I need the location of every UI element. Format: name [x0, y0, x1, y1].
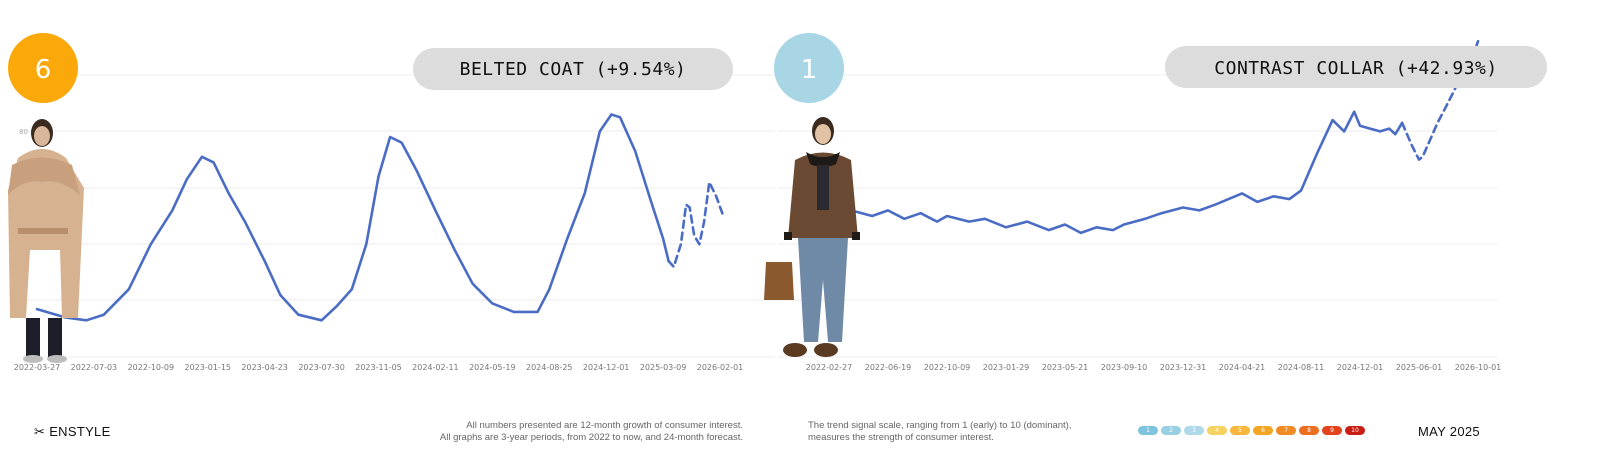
x-tick-label: 2023-05-21: [1042, 363, 1089, 372]
x-tick-label: 2025-06-01: [1396, 363, 1443, 372]
x-tick-label: 2024-08-25: [526, 363, 573, 372]
y-tick-label: 80: [19, 128, 28, 136]
x-tick-label: 2022-10-09: [924, 363, 971, 372]
x-tick-label: 2022-03-27: [14, 363, 61, 372]
signal-scale-chip: 1: [1138, 426, 1158, 435]
x-tick-label: 2023-12-31: [1160, 363, 1207, 372]
rank-badge-6: [8, 33, 78, 103]
x-tick-label: 2022-07-03: [71, 363, 118, 372]
rank-badge-1-number: 1: [801, 55, 818, 85]
x-tick-label: 2024-04-21: [1219, 363, 1266, 372]
contrast-collar-model-image: [764, 117, 860, 357]
signal-scale-chip: 6: [1253, 426, 1273, 435]
signal-scale-note: The trend signal scale, ranging from 1 (…: [808, 420, 1108, 444]
signal-scale-note-line-2: measures the strength of consumer intere…: [808, 432, 994, 443]
trend-title-pill-contrast-collar: [1165, 46, 1547, 88]
x-tick-label: 2023-11-05: [355, 363, 402, 372]
brand-logo: ✂ ENSTYLE: [34, 424, 111, 440]
x-tick-label: 2026-10-01: [1455, 363, 1502, 372]
x-tick-label: 2023-04-23: [241, 363, 288, 372]
x-tick-label: 2023-07-30: [298, 363, 345, 372]
signal-scale-chip: 7: [1276, 426, 1296, 435]
x-tick-label: 2024-12-01: [1337, 363, 1384, 372]
rank-badge-1: [774, 33, 844, 103]
contrast-collar-chart: 22022-02-272022-06-192022-10-092023-01-2…: [778, 39, 1502, 372]
x-tick-label: 2025-03-09: [640, 363, 687, 372]
x-tick-label: 2024-08-11: [1278, 363, 1325, 372]
trend-title-belted-coat: BELTED COAT (+9.54%): [460, 59, 687, 80]
x-tick-label: 2022-02-27: [806, 363, 853, 372]
x-tick-label: 2024-02-11: [412, 363, 459, 372]
rank-badge-6-number: 6: [35, 55, 52, 85]
signal-scale-chip: 5: [1230, 426, 1250, 435]
x-tick-label: 2023-09-10: [1101, 363, 1148, 372]
trend-title-pill-belted-coat: [413, 48, 733, 90]
signal-scale-chip: 10: [1345, 426, 1365, 435]
x-tick-label: 2026-02-01: [697, 363, 744, 372]
trend-title-contrast-collar: CONTRAST COLLAR (+42.93%): [1214, 58, 1497, 79]
methodology-note-line-1: All numbers presented are 12-month growt…: [466, 420, 743, 431]
signal-scale-legend: 1 2 3 4 5 6 7 8 9 10: [1138, 426, 1365, 438]
belted-coat-chart: 80 2022-03-27 2022-07-03 2022-10-09 2023-01-…: [14, 74, 775, 372]
methodology-note: All numbers presented are 12-month growt…: [380, 420, 743, 444]
signal-scale-chip: 9: [1322, 426, 1342, 435]
x-tick-label: 2022-06-19: [865, 363, 912, 372]
signal-scale-note-line-1: The trend signal scale, ranging from 1 (…: [808, 420, 1072, 431]
x-tick-label: 2024-12-01: [583, 363, 630, 372]
methodology-note-line-2: All graphs are 3-year periods, from 2022…: [439, 432, 743, 443]
belted-coat-model-image: [8, 119, 84, 363]
brand-name: ENSTYLE: [49, 424, 111, 439]
scissors-icon: ✂: [34, 424, 46, 439]
actual-trend-line: [35, 113, 670, 322]
report-date: MAY 2025: [1418, 424, 1480, 439]
x-tick-label: 2023-01-29: [983, 363, 1030, 372]
x-tick-label: 2022-10-09: [128, 363, 175, 372]
signal-scale-chip: 3: [1184, 426, 1204, 435]
signal-scale-chip: 4: [1207, 426, 1227, 435]
signal-scale-chip: 2: [1161, 426, 1181, 435]
x-tick-label: 2023-01-15: [185, 363, 232, 372]
x-tick-label: 2024-05-19: [469, 363, 516, 372]
actual-trend-line: [827, 110, 1404, 235]
forecast-trend-line: [667, 180, 725, 269]
signal-scale-chip: 8: [1299, 426, 1319, 435]
